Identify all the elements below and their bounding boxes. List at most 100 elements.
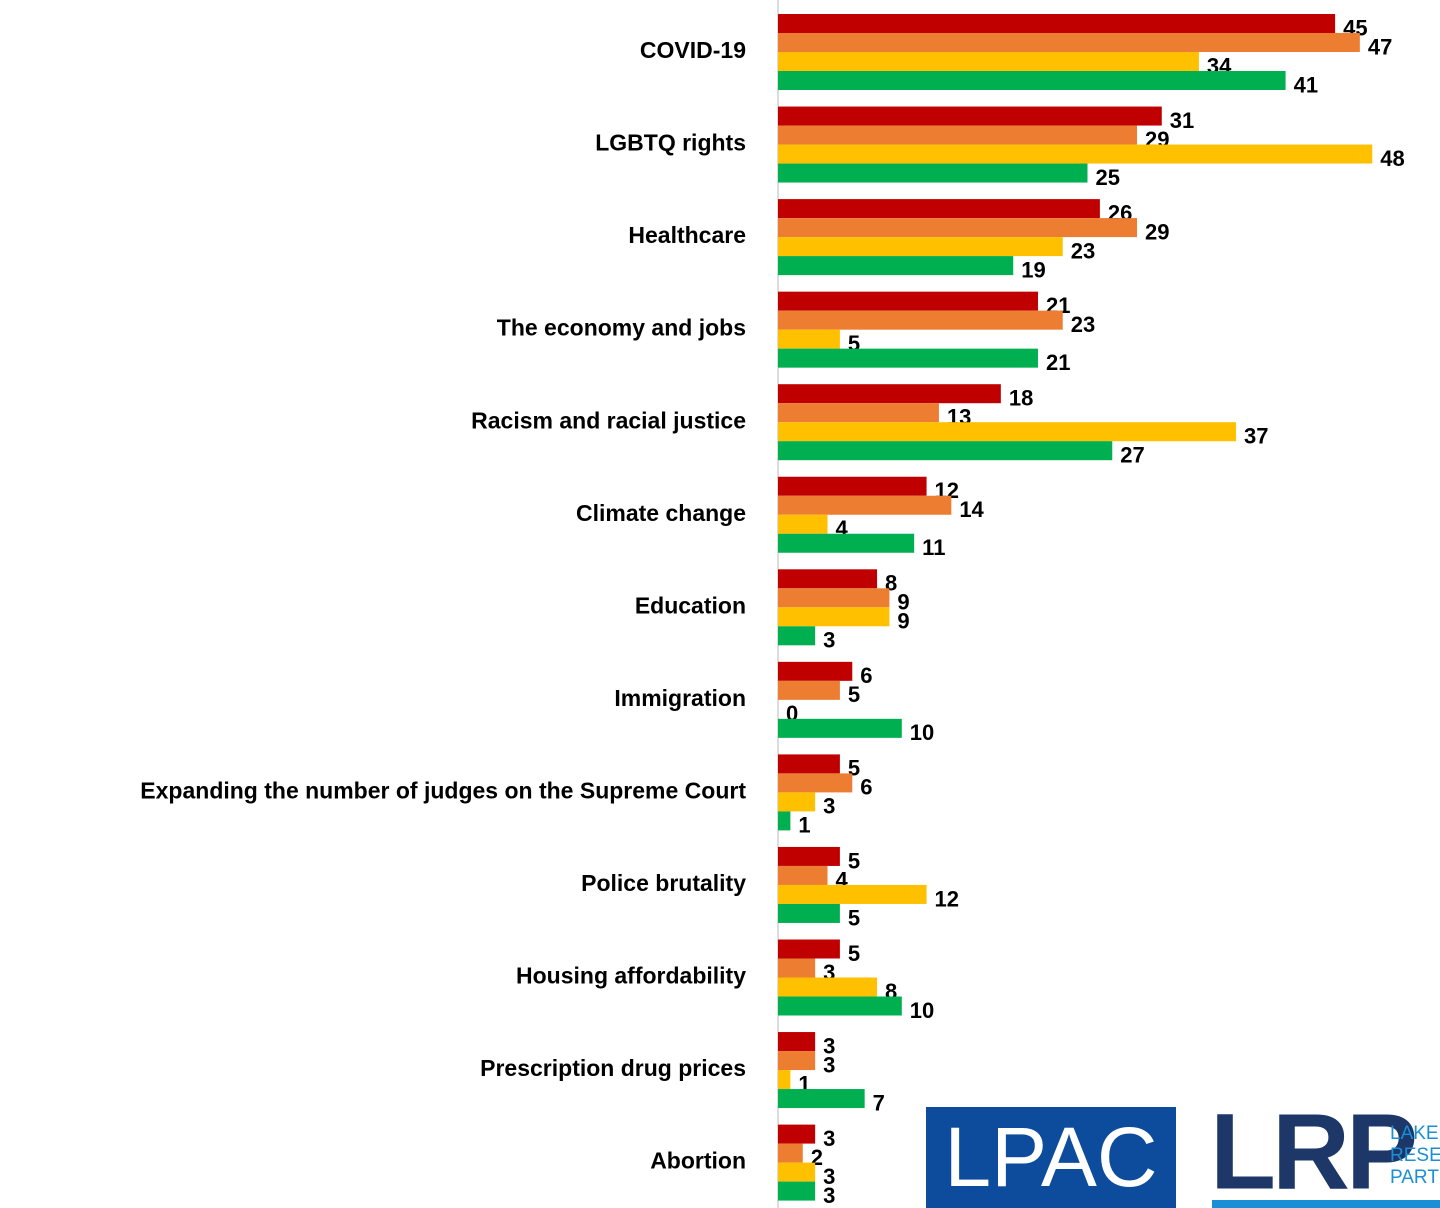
category-label: Expanding the number of judges on the Su… bbox=[140, 777, 746, 803]
bar bbox=[778, 754, 840, 774]
category-label: The economy and jobs bbox=[497, 315, 746, 341]
lpac-logo-box bbox=[926, 1107, 1176, 1208]
category-label: Prescription drug prices bbox=[480, 1055, 746, 1081]
value-label: 41 bbox=[1294, 72, 1318, 97]
bar bbox=[778, 1143, 803, 1163]
category-label: Climate change bbox=[576, 500, 746, 526]
bar bbox=[778, 218, 1138, 238]
bar bbox=[778, 291, 1038, 311]
bar bbox=[778, 1181, 816, 1201]
bar bbox=[778, 256, 1014, 276]
value-label: 21 bbox=[1046, 350, 1070, 375]
bar bbox=[778, 533, 915, 553]
bar bbox=[778, 996, 902, 1016]
value-label: 6 bbox=[860, 663, 872, 688]
lrp-logo-text: LRP bbox=[1210, 1091, 1415, 1208]
bar bbox=[778, 1032, 816, 1052]
value-label: 5 bbox=[848, 848, 860, 873]
bar bbox=[778, 441, 1113, 461]
value-label: 31 bbox=[1170, 108, 1194, 133]
value-label: 5 bbox=[848, 905, 860, 930]
bar bbox=[778, 422, 1237, 442]
value-label: 3 bbox=[823, 1033, 835, 1058]
value-label: 3 bbox=[823, 628, 835, 653]
value-label: 10 bbox=[910, 998, 934, 1023]
lrp-logo-line: RESE bbox=[1390, 1145, 1440, 1166]
bar bbox=[778, 958, 816, 978]
bar bbox=[778, 680, 840, 700]
value-label: 48 bbox=[1380, 146, 1404, 171]
bar bbox=[778, 661, 853, 681]
bar bbox=[778, 846, 840, 866]
category-label: Abortion bbox=[650, 1148, 746, 1174]
bar bbox=[778, 329, 840, 349]
lrp-logo-line: PART bbox=[1390, 1167, 1439, 1188]
bar bbox=[778, 903, 840, 923]
bar bbox=[778, 569, 878, 589]
value-label: 25 bbox=[1096, 165, 1120, 190]
bar bbox=[778, 384, 1001, 404]
bar bbox=[778, 14, 1336, 33]
bar bbox=[778, 125, 1138, 145]
bar bbox=[778, 718, 902, 738]
category-label: Healthcare bbox=[628, 222, 746, 248]
value-label: 7 bbox=[873, 1090, 885, 1115]
lrp-logo-line: LAKE bbox=[1390, 1123, 1439, 1144]
value-label: 23 bbox=[1071, 238, 1095, 263]
bar bbox=[778, 977, 878, 997]
bar bbox=[778, 865, 828, 885]
category-label: LGBTQ rights bbox=[595, 130, 746, 156]
category-label: COVID-19 bbox=[640, 37, 746, 63]
bar bbox=[778, 237, 1063, 257]
value-label: 9 bbox=[897, 609, 909, 634]
bar bbox=[778, 626, 816, 646]
value-label: 1 bbox=[798, 813, 810, 838]
bar bbox=[778, 1051, 816, 1071]
value-label: 3 bbox=[823, 1052, 835, 1077]
bar bbox=[778, 33, 1360, 52]
value-label: 3 bbox=[823, 1183, 835, 1208]
bar bbox=[778, 792, 816, 812]
category-label: Police brutality bbox=[581, 870, 746, 896]
value-label: 19 bbox=[1021, 257, 1045, 282]
value-label: 5 bbox=[848, 682, 860, 707]
bar bbox=[778, 71, 1286, 90]
value-label: 5 bbox=[848, 941, 860, 966]
category-label: Racism and racial justice bbox=[471, 407, 746, 433]
category-label: Education bbox=[635, 592, 746, 618]
value-label: 27 bbox=[1120, 443, 1144, 468]
bar bbox=[778, 495, 952, 515]
value-label: 9 bbox=[897, 590, 909, 615]
bar bbox=[778, 199, 1100, 219]
bar bbox=[778, 52, 1199, 71]
value-label: 3 bbox=[823, 1126, 835, 1151]
bar bbox=[778, 106, 1162, 126]
bar bbox=[778, 403, 939, 423]
bar bbox=[778, 1162, 816, 1182]
value-label: 3 bbox=[823, 1164, 835, 1189]
bar bbox=[778, 1070, 791, 1090]
value-label: 11 bbox=[922, 535, 945, 560]
value-label: 10 bbox=[910, 720, 934, 745]
value-label: 37 bbox=[1244, 424, 1268, 449]
value-label: 6 bbox=[860, 775, 872, 800]
bar bbox=[778, 588, 890, 608]
value-label: 12 bbox=[935, 886, 959, 911]
bar bbox=[778, 939, 840, 959]
bar bbox=[778, 348, 1038, 368]
category-label: Housing affordability bbox=[516, 963, 746, 989]
bar bbox=[778, 1124, 816, 1144]
bar bbox=[778, 884, 927, 904]
value-label: 23 bbox=[1071, 312, 1095, 337]
value-label: 47 bbox=[1368, 34, 1392, 59]
bar bbox=[778, 514, 828, 534]
lrp-logo-bar bbox=[1212, 1200, 1440, 1208]
value-label: 29 bbox=[1145, 219, 1169, 244]
bar bbox=[778, 811, 791, 831]
bar bbox=[778, 310, 1063, 330]
bar bbox=[778, 144, 1373, 164]
value-label: 14 bbox=[959, 497, 984, 522]
value-label: 18 bbox=[1009, 386, 1033, 411]
